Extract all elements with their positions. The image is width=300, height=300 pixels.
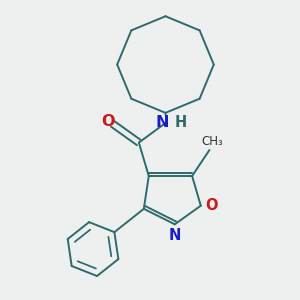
Text: O: O [101, 114, 115, 129]
Text: N: N [155, 115, 169, 130]
Text: CH₃: CH₃ [202, 135, 224, 148]
Text: O: O [206, 198, 218, 213]
Text: N: N [169, 228, 181, 243]
Text: H: H [174, 115, 187, 130]
